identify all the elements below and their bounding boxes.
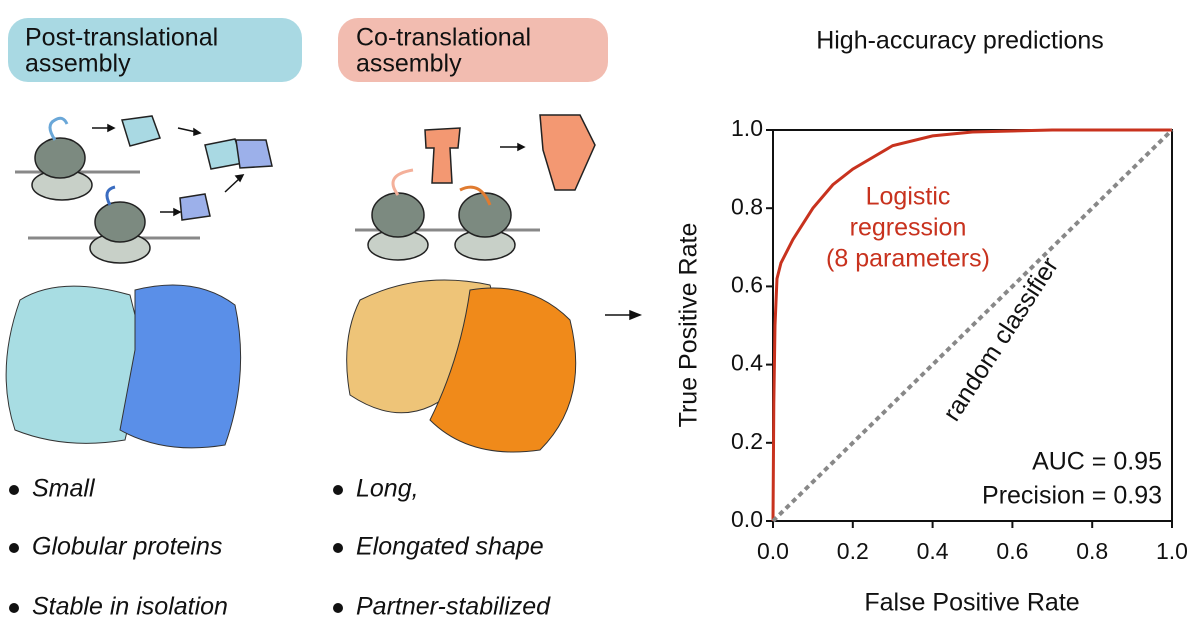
- shape: [105, 185, 116, 206]
- bullet-text: Small: [32, 475, 96, 503]
- y-tick-label: 0.0: [731, 506, 763, 532]
- shape: [629, 309, 643, 321]
- bullet-list: Small Globular proteins Stable in isolat…: [9, 475, 551, 621]
- protein-surface: [5, 285, 146, 444]
- bullet-text: Globular proteins: [32, 533, 222, 561]
- panel-title: Post-translational: [25, 24, 218, 52]
- line: [771, 128, 1174, 523]
- x-tick-label: 0.0: [757, 538, 789, 564]
- panel-title: assembly: [25, 50, 131, 78]
- y-tick-label: 0.2: [731, 428, 763, 454]
- shape: [459, 185, 492, 206]
- arrow: [92, 123, 643, 321]
- x-tick-label: 0.8: [1076, 538, 1108, 564]
- ribosome-schematic: [15, 115, 273, 264]
- bullet: [333, 603, 343, 613]
- bullet-text: Partner-stabilized: [356, 593, 551, 621]
- y-tick-label: 0.8: [731, 193, 763, 219]
- series-label: regression: [850, 214, 967, 242]
- shape: [235, 139, 273, 169]
- series-label: (8 parameters): [826, 245, 990, 273]
- panel-title: assembly: [356, 50, 462, 78]
- protein-surface: [429, 287, 577, 453]
- bullet: [9, 485, 19, 495]
- protein-surface: [119, 284, 242, 449]
- plot-frame: [772, 129, 1173, 522]
- ribosome-schematic: [355, 114, 596, 261]
- panel-title: Co-translational: [356, 24, 531, 52]
- shape: [121, 115, 161, 147]
- shape: [371, 192, 425, 238]
- pill: [338, 18, 608, 82]
- pill: [8, 18, 302, 82]
- bullet-text: Stable in isolation: [32, 593, 228, 621]
- shape: [424, 127, 461, 184]
- bullet: [333, 485, 343, 495]
- y-tick-label: 0.6: [731, 271, 763, 297]
- shape: [539, 114, 596, 191]
- x-axis-label: False Positive Rate: [864, 589, 1079, 617]
- shape: [48, 116, 69, 141]
- shape: [234, 174, 245, 183]
- shape: [179, 193, 211, 221]
- y-tick-label: 0.4: [731, 350, 763, 376]
- shape: [173, 207, 182, 217]
- shape: [224, 177, 241, 193]
- chart-title: High-accuracy predictions: [816, 27, 1104, 55]
- shape: [517, 142, 526, 152]
- line: [771, 128, 1172, 522]
- x-tick-label: 0.4: [917, 538, 949, 564]
- shape: [391, 168, 414, 196]
- y-tick-label: 1.0: [731, 115, 763, 141]
- series-label: random classifier: [938, 252, 1064, 426]
- annotation: AUC = 0.95: [1032, 448, 1162, 476]
- bullet: [9, 543, 19, 553]
- shape: [458, 192, 512, 238]
- shape: [193, 127, 202, 137]
- bullet: [333, 543, 343, 553]
- x-tick-label: 0.2: [837, 538, 869, 564]
- bullet-text: Elongated shape: [356, 533, 544, 561]
- annotation: Precision = 0.93: [982, 482, 1162, 510]
- shape: [94, 201, 146, 243]
- x-tick-label: 1.0: [1156, 538, 1188, 564]
- bullet: [9, 603, 19, 613]
- shape: [177, 127, 197, 133]
- bullet-text: Long,: [356, 475, 419, 503]
- series-label: Logistic: [866, 183, 951, 211]
- shape: [107, 123, 116, 133]
- x-tick-label: 0.6: [996, 538, 1028, 564]
- shape: [34, 137, 86, 179]
- y-axis-label: True Positive Rate: [675, 223, 703, 428]
